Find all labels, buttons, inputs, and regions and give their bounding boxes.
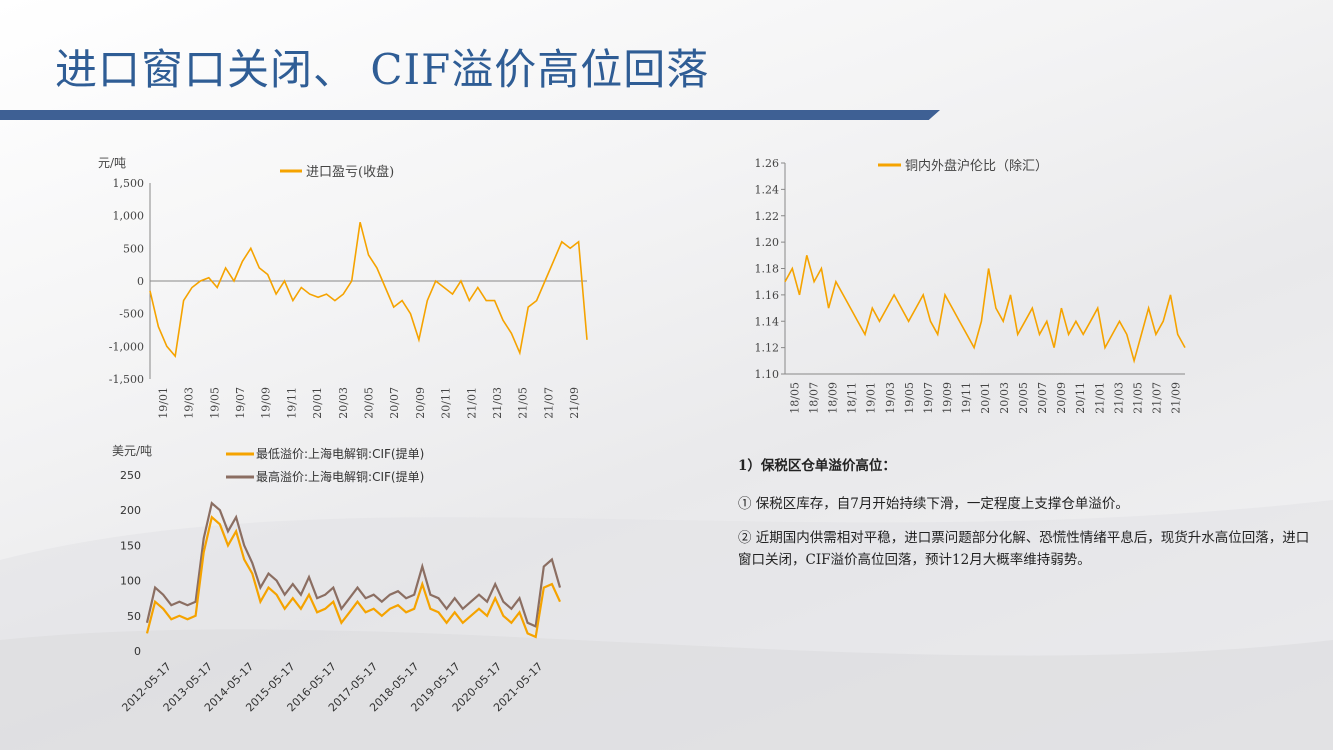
x-tick-label: 19/03: [884, 382, 897, 414]
x-tick-label: 18/11: [846, 382, 859, 414]
x-tick-label: 21/01: [465, 387, 478, 419]
y-tick-label: 1,000: [113, 210, 145, 223]
chart-legend: 铜内外盘沪伦比（除汇）: [878, 158, 1048, 174]
commentary-point-2: ② 近期国内供需相对平稳，进口票问题部分化解、恐慌性情绪平息后，现货升水高位回落…: [738, 530, 1310, 568]
x-tick-label: 21/03: [1112, 382, 1125, 414]
y-tick-label: 0: [134, 645, 141, 658]
x-tick-label: 21/07: [542, 387, 555, 419]
y-tick-label: 1.14: [755, 315, 780, 328]
chart-legend: 进口盈亏(收盘): [280, 164, 394, 180]
y-unit-label: 美元/吨: [112, 444, 152, 458]
y-tick-label: 1.20: [755, 236, 780, 249]
y-tick-label: 500: [123, 242, 144, 255]
y-tick-label: 250: [120, 469, 141, 482]
legend-label: 进口盈亏(收盘): [306, 164, 394, 180]
y-tick-label: -1,500: [109, 373, 144, 386]
commentary-heading: 1）保税区仓单溢价高位：: [738, 458, 896, 474]
x-tick-label: 18/05: [789, 382, 802, 414]
x-tick-label: 19/09: [260, 387, 273, 419]
x-tick-label: 21/05: [1131, 382, 1144, 414]
x-tick-label: 20/07: [1036, 382, 1049, 414]
y-tick-label: 1.22: [755, 210, 780, 223]
x-tick-label: 20/01: [979, 382, 992, 414]
x-tick-label: 21/01: [1093, 382, 1106, 414]
x-tick-label: 20/11: [440, 387, 453, 419]
x-tick-label: 20/01: [311, 387, 324, 419]
x-tick-label: 21/03: [491, 387, 504, 419]
commentary-text: 1）保税区仓单溢价高位： ① 保税区库存，自7月开始持续下滑，一定程度上支撑仓单…: [738, 455, 1318, 583]
x-tick-label: 19/05: [903, 382, 916, 414]
x-tick-label: 18/07: [808, 382, 821, 414]
x-tick-label: 21/09: [1169, 382, 1182, 414]
y-tick-label: 100: [120, 575, 141, 588]
import-profit-chart: 元/吨 进口盈亏(收盘) 1,500 1,000 500 0 -500 -1,000 -1,…: [80, 150, 600, 440]
x-tick-label: 19/11: [285, 387, 298, 419]
y-tick-label: 50: [127, 610, 141, 623]
x-tick-label: 19/07: [234, 387, 247, 419]
x-tick-label: 19/01: [157, 387, 170, 419]
x-tick-label: 21/09: [568, 387, 581, 419]
chart-legend: 最低溢价:上海电解铜:CIF(提单) 最高溢价:上海电解铜:CIF(提单): [226, 446, 424, 484]
y-tick-label: 150: [120, 539, 141, 552]
series-line: [784, 255, 1186, 364]
x-tick-label: 19/03: [183, 387, 196, 419]
x-tick-label: 20/09: [414, 387, 427, 419]
y-tick-label: 1,500: [113, 177, 145, 190]
y-tick-label: 1.10: [755, 368, 780, 381]
x-tick-label: 19/11: [960, 382, 973, 414]
cif-premium-chart: 美元/吨 最低溢价:上海电解铜:CIF(提单) 最高溢价:上海电解铜:CIF(提…: [90, 435, 590, 735]
x-tick-label: 19/09: [941, 382, 954, 414]
title-underline-bar: [0, 110, 940, 120]
x-tick-label: 19/01: [865, 382, 878, 414]
y-tick-label: 1.18: [755, 263, 780, 276]
legend-label-low: 最低溢价:上海电解铜:CIF(提单): [256, 446, 424, 461]
x-tick-label: 20/05: [1017, 382, 1030, 414]
shfe-lme-ratio-chart: 铜内外盘沪伦比（除汇） 1.26 1.24 1.22 1.20 1.18 1.16 1.14…: [735, 150, 1195, 440]
y-unit-label: 元/吨: [98, 156, 126, 170]
y-tick-label: 0: [137, 275, 144, 288]
x-tick-label: 20/07: [388, 387, 401, 419]
y-tick-label: 1.12: [755, 342, 780, 355]
x-tick-label: 20/03: [337, 387, 350, 419]
page-title: 进口窗口关闭、 CIF溢价高位回落: [55, 45, 710, 94]
x-tick-label: 19/07: [922, 382, 935, 414]
y-tick-label: 1.26: [755, 157, 780, 170]
x-tick-label: 20/05: [363, 387, 376, 419]
commentary-point-1: ① 保税区库存，自7月开始持续下滑，一定程度上支撑仓单溢价。: [738, 496, 1129, 512]
series-line-high: [145, 501, 562, 629]
x-tick-label: 21/07: [1150, 382, 1163, 414]
x-tick-label: 20/03: [998, 382, 1011, 414]
y-tick-label: -1,000: [109, 340, 144, 353]
x-tick-label: 20/11: [1074, 382, 1087, 414]
series-line: [149, 222, 588, 358]
x-tick-label: 18/09: [827, 382, 840, 414]
x-tick-label: 20/09: [1055, 382, 1068, 414]
legend-label: 铜内外盘沪伦比（除汇）: [905, 158, 1048, 174]
y-tick-label: 200: [120, 504, 141, 517]
series-line-low: [145, 515, 561, 639]
legend-label-high: 最高溢价:上海电解铜:CIF(提单): [256, 469, 424, 484]
y-tick-label: -500: [119, 308, 144, 321]
x-tick-label: 21/05: [517, 387, 530, 419]
y-tick-label: 1.16: [755, 289, 780, 302]
x-tick-label: 19/05: [208, 387, 221, 419]
y-tick-label: 1.24: [755, 183, 780, 196]
